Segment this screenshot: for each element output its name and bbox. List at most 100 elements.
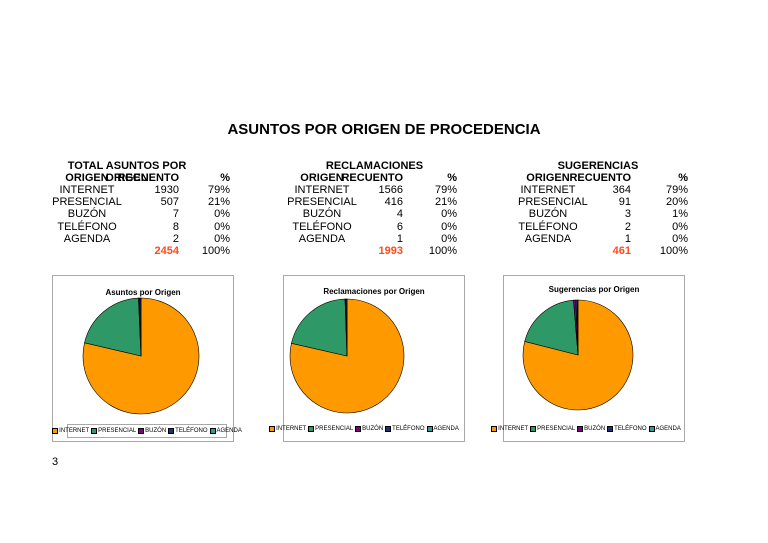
cell-pct: 0%: [214, 208, 230, 221]
legend-label: BUZÓN: [145, 428, 167, 434]
pie-slice-presencial: [291, 298, 348, 357]
cell-origen: PRESENCIAL: [518, 196, 588, 209]
legend-swatch: [269, 426, 276, 432]
chart-asuntos: Asuntos por Origen INTERNET PRESENCIAL BUZ…: [52, 275, 242, 442]
chart-legend: INTERNET PRESENCIAL BUZÓN TELÉFONO AGENDA: [269, 423, 459, 435]
table-row: AGENDA 2 0%: [52, 233, 232, 245]
cell-pct: 21%: [434, 196, 457, 209]
legend-label: TELÉFONO: [392, 426, 425, 432]
legend-swatch: [209, 428, 216, 434]
legend-item: BUZÓN: [577, 426, 605, 432]
page-number: 3: [52, 456, 59, 468]
header-recuento: RECUENTO: [117, 172, 179, 184]
table-row: TELÉFONO 8 0%: [52, 221, 232, 233]
legend-item: TELÉFONO: [385, 426, 425, 432]
table-title: SUGERENCIAS: [557, 160, 639, 172]
legend-item: PRESENCIAL: [308, 426, 353, 432]
legend-swatch: [426, 426, 433, 432]
legend-label: BUZÓN: [362, 426, 384, 432]
total-value: 1993: [378, 244, 403, 257]
cell-pct: 79%: [665, 184, 688, 196]
total-value: 461: [612, 244, 631, 257]
header-recuento: RECUENTO: [341, 172, 403, 184]
legend-label: INTERNET: [276, 426, 307, 432]
legend-item: TELÉFONO: [168, 428, 208, 434]
pie-slice-presencial: [524, 299, 579, 356]
legend-label: AGENDA: [216, 428, 242, 434]
table-row: PRESENCIAL 507 21%: [52, 196, 232, 208]
table-rows: INTERNET 1566 79% PRESENCIAL 416 21% BUZ…: [287, 184, 467, 257]
table-header: ORIGEN RECUENTO %: [52, 172, 232, 184]
table-row: INTERNET 364 79%: [518, 184, 693, 196]
legend-swatch: [491, 426, 498, 432]
cell-pct: 20%: [665, 196, 688, 209]
legend-swatch: [385, 426, 392, 432]
cell-origen: INTERNET: [520, 184, 576, 196]
table-row: TELÉFONO 2 0%: [518, 221, 693, 233]
table-row: PRESENCIAL 416 21%: [287, 196, 467, 208]
pie-slice-agenda: [576, 299, 579, 356]
table-row: AGENDA 1 0%: [287, 233, 467, 245]
legend-swatch: [138, 428, 145, 434]
header-origen: ORIGEN: [300, 172, 344, 184]
header-origen: ORIGEN: [65, 172, 109, 184]
table-title: RECLAMACIONES: [325, 160, 424, 172]
table-row: BUZÓN 4 0%: [287, 208, 467, 220]
chart-legend: INTERNET PRESENCIAL BUZÓN TELÉFONO AGENDA: [52, 424, 242, 438]
legend-label: BUZÓN: [584, 426, 606, 432]
header-pct: %: [678, 172, 688, 184]
cell-recuento: 8: [172, 220, 179, 233]
chart-title: Sugerencias por Origen: [548, 285, 640, 294]
legend-label: TELÉFONO: [175, 428, 208, 434]
cell-pct: 0%: [672, 232, 688, 245]
header-origen: ORIGEN: [526, 172, 570, 184]
total-pct: 100%: [428, 244, 457, 257]
chart-legend: INTERNET PRESENCIAL BUZÓN TELÉFONO AGENDA: [491, 423, 681, 435]
cell-pct: 1%: [672, 208, 688, 221]
legend-swatch: [308, 426, 315, 432]
legend-swatch: [530, 426, 537, 432]
cell-pct: 0%: [214, 220, 230, 233]
table-row: TELÉFONO 6 0%: [287, 221, 467, 233]
legend-swatch: [577, 426, 584, 432]
cell-origen: AGENDA: [298, 232, 346, 245]
table-total-row: 2454 100%: [52, 245, 232, 257]
cell-recuento: 1930: [154, 184, 179, 196]
legend-label: AGENDA: [433, 426, 459, 432]
cell-origen: BUZÓN: [528, 208, 568, 221]
legend-item: AGENDA: [648, 426, 681, 432]
header-pct: %: [220, 172, 230, 184]
cell-origen: AGENDA: [524, 232, 572, 245]
legend-item: INTERNET: [52, 428, 89, 434]
chart-title: Reclamaciones por Origen: [323, 287, 425, 296]
cell-recuento: 416: [384, 196, 403, 209]
cell-pct: 79%: [207, 184, 230, 196]
cell-origen: BUZÓN: [302, 208, 342, 221]
legend-item: TELÉFONO: [607, 426, 647, 432]
legend-item: AGENDA: [209, 428, 242, 434]
cell-recuento: 91: [618, 196, 631, 209]
cell-pct: 21%: [207, 196, 230, 209]
legend-label: INTERNET: [498, 426, 529, 432]
cell-pct: 0%: [214, 232, 230, 245]
cell-recuento: 1566: [378, 184, 403, 196]
page-title: ASUNTOS POR ORIGEN DE PROCEDENCIA: [227, 121, 541, 138]
cell-origen: INTERNET: [59, 184, 115, 196]
table-rows: INTERNET 364 79% PRESENCIAL 91 20% BUZÓN…: [518, 184, 693, 257]
cell-origen: AGENDA: [63, 232, 111, 245]
chart-reclamaciones: Reclamaciones por Origen INTERNET PRESENC…: [269, 275, 465, 442]
cell-recuento: 4: [396, 208, 403, 221]
legend-item: AGENDA: [426, 426, 459, 432]
table-rows: INTERNET 1930 79% PRESENCIAL 507 21% BUZ…: [52, 184, 232, 257]
legend-label: PRESENCIAL: [537, 426, 576, 432]
legend-swatch: [607, 426, 614, 432]
header-pct: %: [447, 172, 457, 184]
chart-title: Asuntos por Origen: [105, 288, 181, 297]
cell-origen: PRESENCIAL: [52, 196, 122, 209]
cell-origen: BUZÓN: [67, 208, 107, 221]
cell-pct: 79%: [434, 184, 457, 196]
table-total-row: 461 100%: [518, 245, 693, 257]
table-header: ORIGEN RECUENTO %: [518, 172, 693, 184]
header-recuento: RECUENTO: [569, 172, 631, 184]
table-title: TOTAL ASUNTOS POR ORIGEN: [67, 160, 187, 185]
